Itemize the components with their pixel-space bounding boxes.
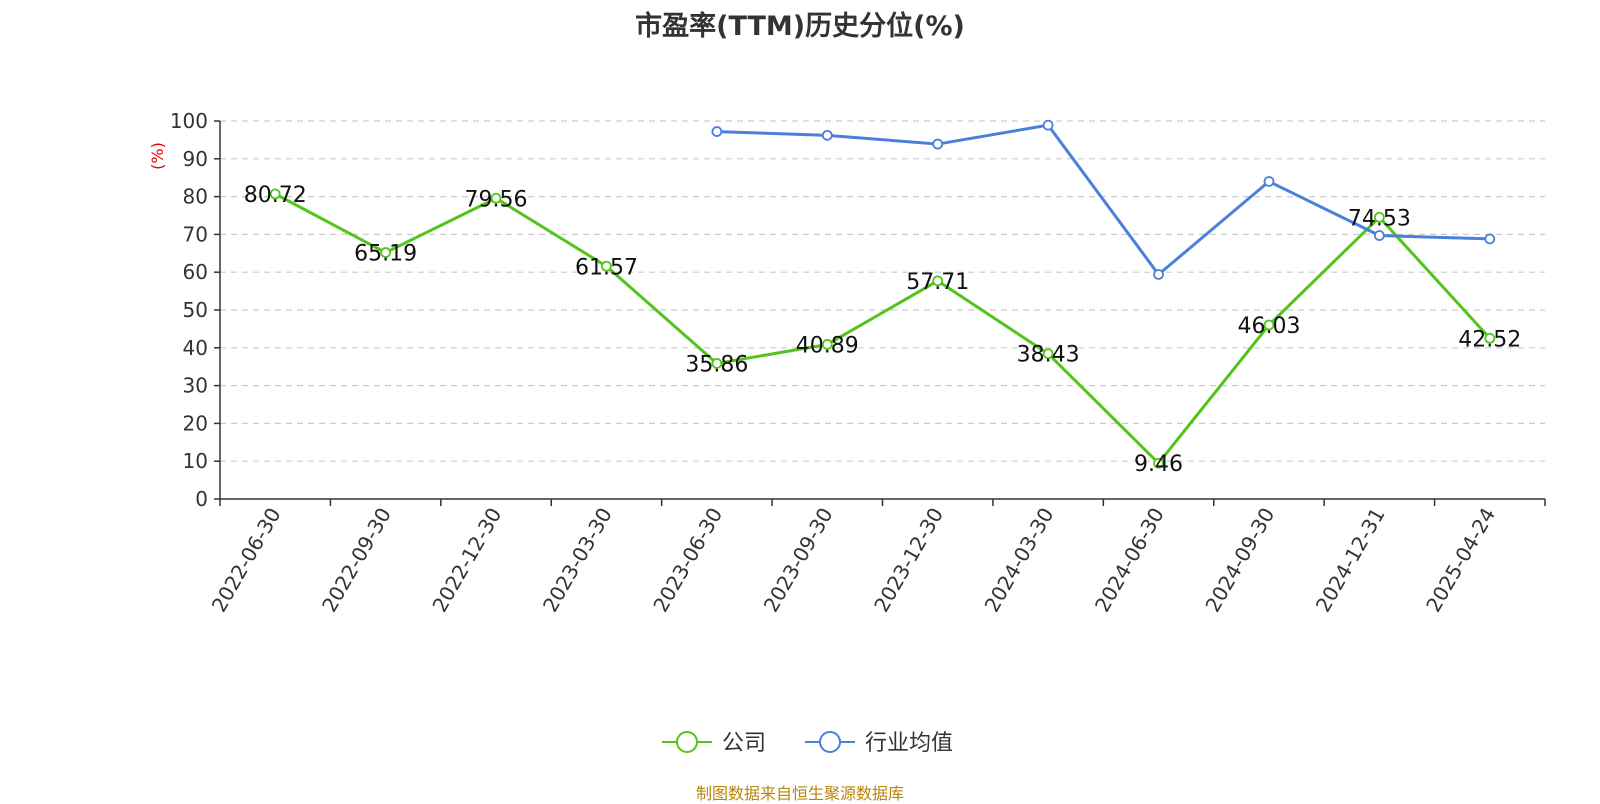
- y-axis-label: (%): [148, 142, 167, 170]
- source-note: 制图数据来自恒生聚源数据库: [695, 784, 904, 803]
- legend-marker: [676, 731, 698, 753]
- data-label: 61.57: [575, 255, 638, 280]
- x-tick-label: 2024-03-30: [980, 504, 1059, 617]
- legend-marker: [819, 731, 841, 753]
- data-label: 9.46: [1134, 452, 1183, 477]
- data-point[interactable]: [1153, 269, 1164, 280]
- y-tick-label: 0: [195, 487, 208, 511]
- grid-lines: [220, 120, 1545, 462]
- data-point[interactable]: [380, 247, 392, 258]
- data-point[interactable]: [1373, 230, 1385, 241]
- data-label: 46.03: [1237, 314, 1300, 339]
- data-point[interactable]: [601, 260, 612, 272]
- y-tick-label: 50: [183, 298, 208, 322]
- series-lines: [269, 119, 1496, 469]
- data-point[interactable]: [1263, 319, 1275, 331]
- y-tick-label: 30: [183, 374, 208, 398]
- x-tick-label: 2023-09-30: [759, 504, 838, 617]
- legend[interactable]: 公司 行业均值: [662, 731, 953, 756]
- data-point[interactable]: [932, 138, 944, 150]
- data-point[interactable]: [269, 188, 281, 200]
- y-tick-label: 60: [183, 260, 208, 284]
- chart-title: 市盈率(TTM)历史分位(%): [635, 11, 965, 42]
- legend-item-1[interactable]: 行业均值: [805, 731, 953, 756]
- data-point[interactable]: [821, 339, 833, 350]
- data-point[interactable]: [711, 358, 723, 369]
- data-point[interactable]: [1042, 119, 1054, 131]
- y-tick-label: 80: [183, 185, 208, 209]
- data-label: 79.56: [465, 187, 528, 212]
- data-label: 65.19: [354, 242, 417, 267]
- legend-item-0[interactable]: 公司: [662, 731, 766, 756]
- data-label: 38.43: [1017, 343, 1080, 368]
- data-label: 40.89: [796, 333, 859, 358]
- y-tick-label: 90: [183, 147, 208, 171]
- legend-label: 行业均值: [865, 731, 953, 756]
- data-point[interactable]: [1373, 211, 1385, 223]
- data-label: 35.86: [685, 352, 748, 377]
- data-label: 42.52: [1458, 327, 1521, 352]
- x-tick-label: 2023-03-30: [538, 504, 617, 617]
- data-point[interactable]: [932, 275, 944, 287]
- legend-label: 公司: [722, 731, 766, 756]
- data-point[interactable]: [1153, 457, 1164, 469]
- y-tick-label: 100: [170, 109, 208, 133]
- x-tick-label: 2024-09-30: [1200, 504, 1279, 617]
- data-point[interactable]: [490, 192, 502, 204]
- data-label: 74.53: [1348, 206, 1411, 231]
- x-tick-label: 2025-04-24: [1421, 504, 1500, 617]
- y-tick-label: 70: [183, 222, 208, 246]
- data-point[interactable]: [1042, 348, 1054, 360]
- y-tick-label: 20: [183, 411, 208, 435]
- data-point[interactable]: [1263, 176, 1275, 187]
- axes: 0 10 20 30 40 50 60 70 80 90 100(%) 2022-06-30 2022-…: [148, 109, 1546, 617]
- data-point[interactable]: [711, 126, 723, 137]
- data-label: 80.72: [244, 183, 307, 208]
- x-tick-label: 2022-09-30: [317, 504, 396, 617]
- x-tick-label: 2024-12-31: [1311, 504, 1390, 617]
- y-tick-label: 40: [183, 336, 208, 360]
- data-labels: 80.72 65.19 79.56 61.57 35.86 40.89 57.71 38.43…: [244, 183, 1522, 477]
- x-tick-label: 2024-06-30: [1090, 504, 1169, 617]
- data-label: 57.71: [906, 270, 969, 295]
- x-tick-label: 2022-06-30: [207, 504, 286, 617]
- data-point[interactable]: [821, 129, 833, 141]
- x-tick-label: 2022-12-30: [427, 504, 506, 617]
- data-point[interactable]: [1484, 332, 1496, 344]
- data-point[interactable]: [1484, 233, 1496, 245]
- series-line-1: [716, 123, 1490, 276]
- x-tick-label: 2023-06-30: [648, 504, 727, 617]
- y-tick-label: 10: [183, 449, 208, 473]
- series-line-0: [274, 192, 1491, 465]
- x-tick-label: 2023-12-30: [869, 504, 948, 617]
